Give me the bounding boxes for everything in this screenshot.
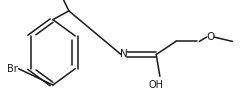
Text: OH: OH bbox=[149, 80, 164, 90]
Text: Br: Br bbox=[7, 64, 18, 74]
Text: N: N bbox=[120, 49, 127, 59]
Text: O: O bbox=[206, 32, 215, 42]
